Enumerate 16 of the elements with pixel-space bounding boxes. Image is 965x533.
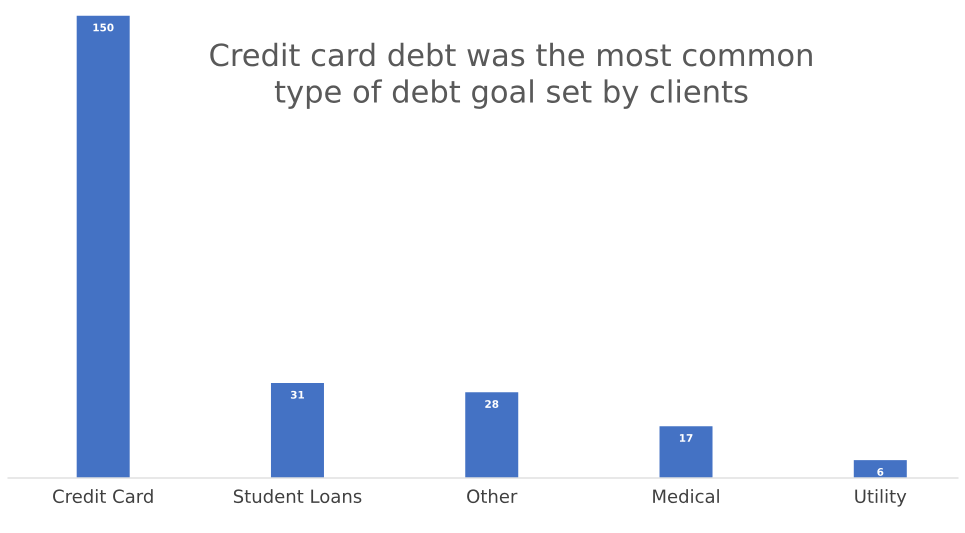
x-tick-label: Student Loans [234,489,362,504]
x-tick-label: Utility [855,489,906,507]
x-tick-label: Other [467,489,518,504]
bar [75,15,132,478]
text: Credit card debt was the most common type of debt goal set by clients [210,42,812,109]
data-label: 150 [94,24,114,32]
bar [658,424,714,478]
x-tick-label: Medical [653,489,719,504]
data-label: 6 [877,468,884,476]
x-tick-label: Credit Card [53,489,153,504]
bar [270,382,326,478]
bar [464,390,520,478]
data-label: 31 [290,390,304,399]
bar [852,458,908,478]
data-label: 17 [680,434,692,442]
data-label: 28 [485,400,498,408]
